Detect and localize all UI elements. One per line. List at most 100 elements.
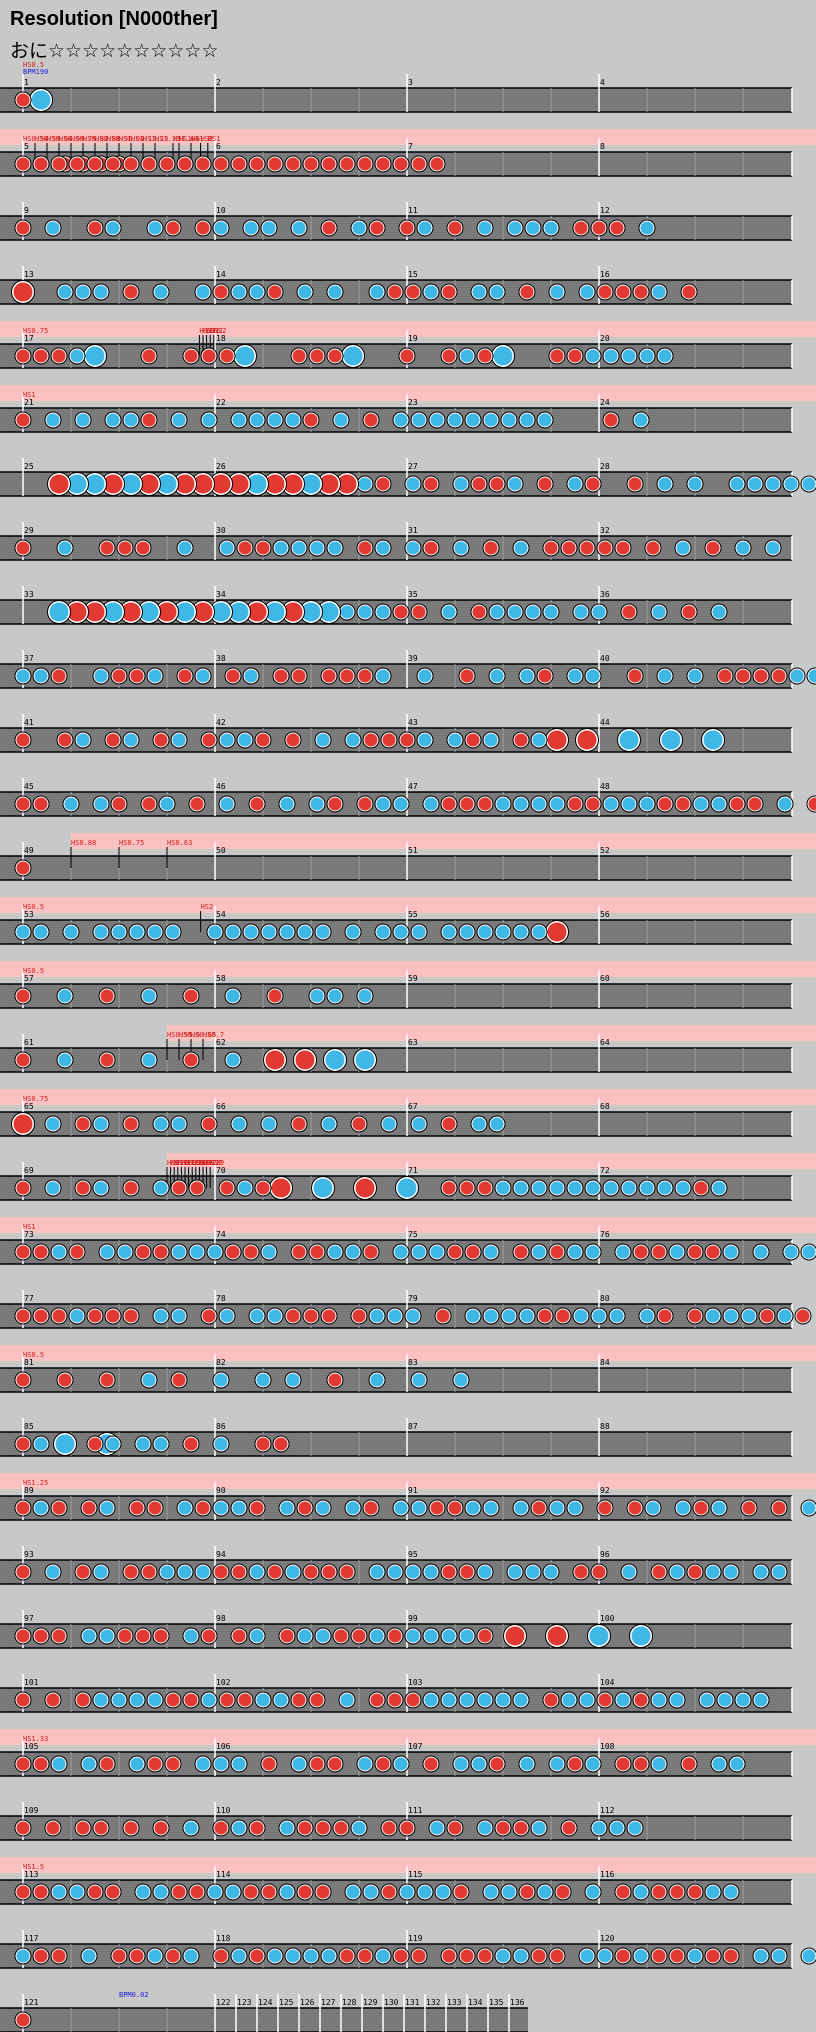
note-face <box>328 797 342 811</box>
note-face <box>424 541 438 555</box>
note-face <box>190 1245 204 1259</box>
note-face <box>424 477 438 491</box>
bpm-change-label: BPM0.02 <box>119 1991 149 1999</box>
note-face <box>196 285 210 299</box>
note-face <box>646 1501 660 1515</box>
note-face <box>364 413 378 427</box>
note-face <box>184 989 198 1003</box>
note-face <box>544 221 558 235</box>
note-face <box>358 477 372 491</box>
note-face <box>136 1437 150 1451</box>
note-face <box>232 285 246 299</box>
note-face <box>358 1757 372 1771</box>
note-face <box>442 797 456 811</box>
note-face <box>442 1181 456 1195</box>
note-face <box>58 541 72 555</box>
measure-number: 18 <box>216 334 226 343</box>
note-face <box>448 1245 462 1259</box>
note-face <box>754 1565 768 1579</box>
measure-number: 28 <box>600 462 610 471</box>
measure-number: 89 <box>24 1486 34 1495</box>
note-face <box>634 1885 648 1899</box>
note-face <box>712 797 726 811</box>
note-face <box>196 157 210 171</box>
note-face <box>448 1821 462 1835</box>
note-face <box>46 1693 60 1707</box>
note-face <box>514 797 528 811</box>
measure-number: 88 <box>600 1422 610 1431</box>
measure-number: 85 <box>24 1422 34 1431</box>
scroll-change-label: HS1.25 <box>23 1479 48 1487</box>
note-face <box>220 1309 234 1323</box>
note-face <box>124 733 138 747</box>
note-face <box>16 1181 30 1195</box>
note-lane <box>0 984 792 1008</box>
measure-number: 66 <box>216 1102 226 1111</box>
note-face <box>478 1565 492 1579</box>
note-face <box>766 541 780 555</box>
note-face <box>154 1117 168 1131</box>
note-face <box>514 925 528 939</box>
note-face <box>166 1757 180 1771</box>
measure-number: 31 <box>408 526 418 535</box>
note-face <box>376 669 390 683</box>
note-face <box>478 797 492 811</box>
note-face <box>184 1949 198 1963</box>
note-face <box>484 1501 498 1515</box>
note-face <box>442 605 456 619</box>
measure-number: 81 <box>24 1358 34 1367</box>
note-face <box>256 733 270 747</box>
note-face <box>616 1245 630 1259</box>
note-face <box>370 1629 384 1643</box>
note-face <box>370 1693 384 1707</box>
note-face <box>88 221 102 235</box>
scroll-band <box>0 1345 816 1361</box>
note-face <box>160 157 174 171</box>
scroll-change-label: HS2 <box>214 327 227 335</box>
note-face <box>688 477 702 491</box>
measure-number: 110 <box>216 1806 231 1815</box>
note-face <box>634 285 648 299</box>
measure-number: 64 <box>600 1038 610 1047</box>
note-face <box>754 1245 768 1259</box>
note-face <box>292 1693 306 1707</box>
note-face <box>778 1309 792 1323</box>
note-face <box>376 925 390 939</box>
note-face <box>724 1309 738 1323</box>
note-face <box>547 922 567 942</box>
note-face <box>748 477 762 491</box>
measure-number: 100 <box>600 1614 615 1623</box>
measure-number: 112 <box>600 1806 615 1815</box>
note-face <box>328 285 342 299</box>
note-face <box>130 1757 144 1771</box>
measure-number: 133 <box>447 1998 462 2007</box>
note-face <box>592 221 606 235</box>
scroll-change-label: HS0.5 <box>23 1351 44 1359</box>
note-face <box>34 797 48 811</box>
note-face <box>52 1309 66 1323</box>
note-face <box>634 413 648 427</box>
note-face <box>580 1949 594 1963</box>
note-face <box>88 157 102 171</box>
note-face <box>676 797 690 811</box>
note-face <box>610 1821 624 1835</box>
measure-number: 2 <box>216 78 221 87</box>
note-face <box>172 1309 186 1323</box>
note-face <box>310 541 324 555</box>
note-face <box>484 413 498 427</box>
note-face <box>754 669 768 683</box>
note-face <box>67 474 87 494</box>
note-face <box>526 605 540 619</box>
note-face <box>304 1565 318 1579</box>
note-face <box>706 541 720 555</box>
note-face <box>232 1821 246 1835</box>
note-face <box>280 1629 294 1643</box>
note-face <box>214 1565 228 1579</box>
note-face <box>106 221 120 235</box>
measure-number: 11 <box>408 206 418 215</box>
note-face <box>364 1885 378 1899</box>
note-face <box>94 797 108 811</box>
note-face <box>103 602 123 622</box>
note-face <box>202 733 216 747</box>
note-face <box>238 1693 252 1707</box>
